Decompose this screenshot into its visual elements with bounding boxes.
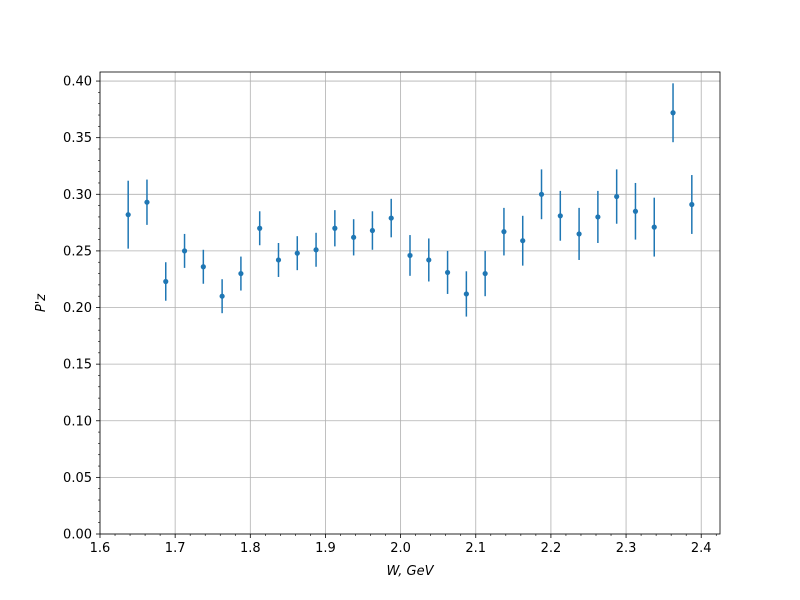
data-point bbox=[520, 238, 526, 244]
x-tick-label: 1.8 bbox=[240, 541, 261, 556]
plot-area-frame bbox=[99, 71, 721, 535]
data-point bbox=[557, 213, 563, 219]
data-point bbox=[501, 229, 507, 235]
data-point bbox=[200, 264, 206, 270]
data-point bbox=[407, 252, 413, 259]
grid bbox=[99, 72, 720, 535]
y-tick-label: 0.30 bbox=[63, 188, 92, 203]
y-tick-label: 0.25 bbox=[63, 244, 92, 259]
x-tick-label: 1.6 bbox=[90, 541, 111, 556]
data-point bbox=[294, 250, 300, 256]
x-tick-label: 2.3 bbox=[616, 541, 637, 556]
y-tick-label: 0.20 bbox=[63, 301, 92, 316]
minor-ticks bbox=[98, 92, 717, 536]
data-point bbox=[444, 269, 451, 276]
data-point bbox=[576, 231, 582, 237]
y-tick-label: 0.35 bbox=[63, 131, 92, 146]
x-tick-label: 2.2 bbox=[541, 541, 562, 556]
data-point bbox=[670, 110, 676, 116]
data-point bbox=[463, 291, 469, 297]
data-point bbox=[614, 193, 620, 200]
axis-ticks bbox=[96, 80, 702, 538]
x-tick-label: 2.1 bbox=[465, 541, 486, 556]
data-point bbox=[595, 214, 601, 220]
data-point bbox=[219, 293, 225, 299]
data-point bbox=[275, 257, 282, 263]
y-tick-label: 0.40 bbox=[63, 75, 92, 90]
data-point bbox=[163, 278, 169, 285]
data-point bbox=[351, 234, 357, 240]
data-point bbox=[651, 224, 657, 230]
data-point bbox=[538, 191, 545, 197]
x-axis-label: W, GeV bbox=[386, 564, 434, 579]
data-point bbox=[482, 270, 488, 277]
data-point bbox=[332, 225, 338, 231]
data-point bbox=[426, 257, 432, 263]
data-point bbox=[181, 248, 188, 254]
y-tick-label: 0.05 bbox=[63, 471, 92, 486]
y-tick-label: 0.15 bbox=[63, 358, 92, 373]
y-tick-label: 0.00 bbox=[63, 528, 92, 543]
x-tick-label: 1.9 bbox=[315, 541, 336, 556]
data-point bbox=[125, 212, 131, 218]
x-tick-label: 1.7 bbox=[165, 541, 186, 556]
data-point bbox=[388, 215, 394, 221]
data-series bbox=[125, 83, 695, 317]
x-tick-label: 2.0 bbox=[390, 541, 411, 556]
data-point bbox=[144, 199, 150, 205]
x-tick-label: 2.4 bbox=[691, 541, 712, 556]
data-point bbox=[238, 270, 244, 277]
data-point bbox=[689, 201, 695, 208]
y-axis-label: P'z bbox=[34, 293, 49, 312]
data-point bbox=[632, 208, 639, 214]
y-tick-label: 0.10 bbox=[63, 414, 92, 429]
data-point bbox=[257, 225, 263, 231]
data-point bbox=[369, 227, 376, 234]
data-point bbox=[313, 247, 319, 253]
tick-labels: 1.6 1.7 1.8 1.9 2.0 2.1 2.2 2.3 2.4 0.00 0.05 0.10 0… bbox=[63, 75, 712, 556]
